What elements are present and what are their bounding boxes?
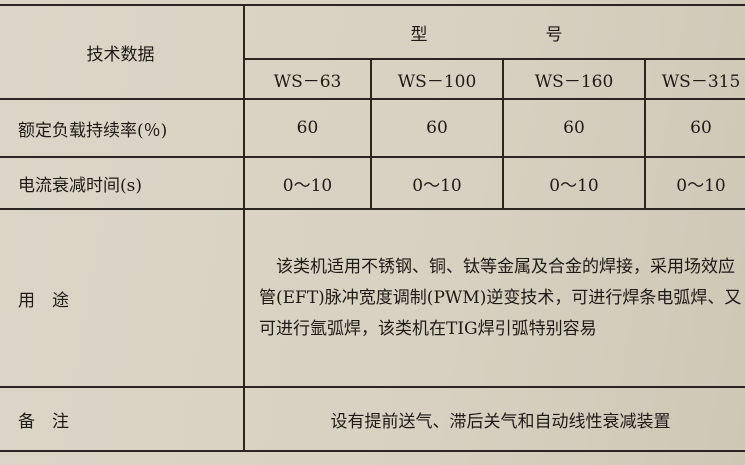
model-header: WS－160 (502, 58, 646, 100)
remarks-label: 备 注 (0, 386, 245, 452)
cell: 60 (502, 98, 646, 158)
cell: 60 (243, 98, 372, 158)
welding-spec-table: 技术数据 型 号 WS－63 WS－100 WS－160 WS－315 额定负载… (0, 4, 745, 452)
cell: 60 (370, 98, 504, 158)
row-label: 额定负载持续率(％) (0, 98, 245, 158)
table-row: 备 注 设有提前送气、滞后关气和自动线性衰减装置 (0, 386, 745, 452)
cell: 0～10 (243, 156, 372, 210)
model-header: WS－63 (244, 58, 372, 100)
header-tech-data: 技术数据 (0, 4, 245, 100)
table-row: 用 途 该类机适用不锈钢、铜、钛等金属及合金的焊接，采用场效应管(EFT)脉冲宽… (0, 208, 745, 388)
row-label: 电流衰减时间(s) (0, 156, 245, 210)
table-row: 电流衰减时间(s) 0～10 0～10 0～10 0～10 (0, 156, 745, 210)
usage-text: 该类机适用不锈钢、铜、钛等金属及合金的焊接，采用场效应管(EFT)脉冲宽度调制(… (243, 208, 745, 388)
model-header: WS－100 (370, 58, 504, 100)
cell: 0～10 (502, 156, 646, 210)
table-row: 额定负载持续率(％) 60 60 60 60 (0, 98, 745, 158)
model-header: WS－315 (644, 58, 745, 100)
cell: 0～10 (370, 156, 504, 210)
usage-label: 用 途 (0, 208, 245, 388)
cell: 0～10 (644, 156, 745, 210)
cell: 60 (644, 98, 745, 158)
header-model-group: 型 号 (243, 4, 745, 60)
remarks-text: 设有提前送气、滞后关气和自动线性衰减装置 (243, 386, 745, 452)
